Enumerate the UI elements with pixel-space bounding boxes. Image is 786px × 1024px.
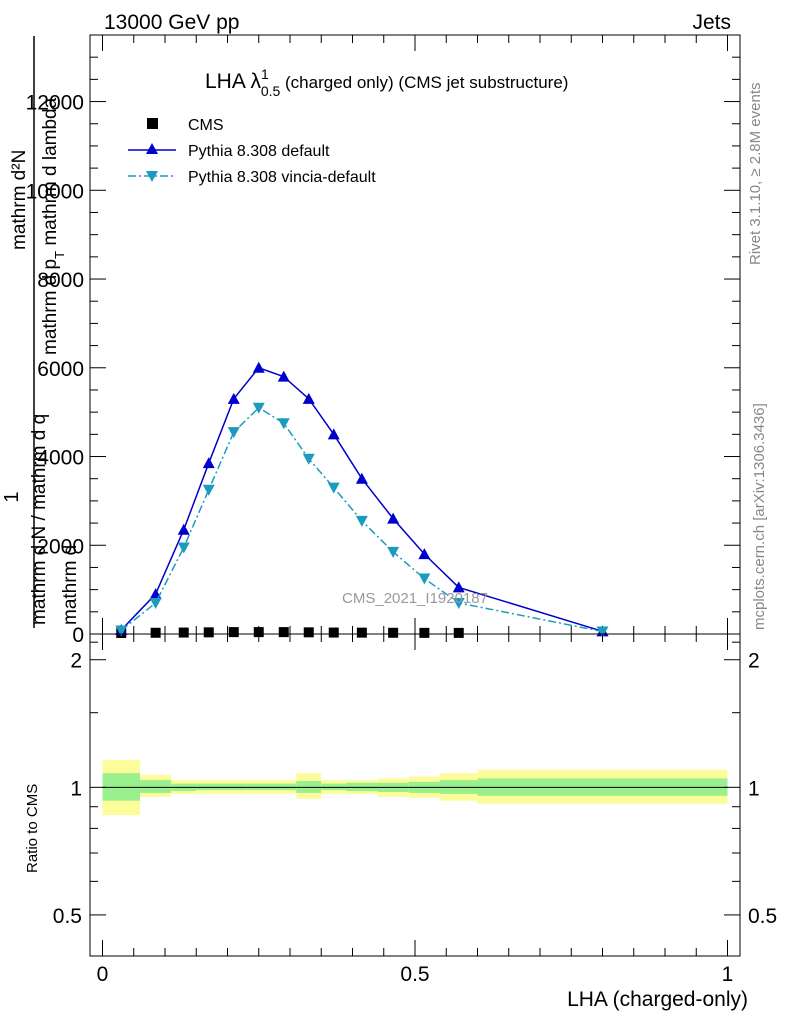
legend: CMS Pythia 8.308 default Pythia 8.308 vi… bbox=[128, 117, 376, 186]
plot-title-rest: (charged only) (CMS jet substructure) bbox=[280, 73, 568, 92]
plot-title-main: LHA λ bbox=[205, 70, 262, 93]
legend-marker-vincia bbox=[146, 171, 158, 182]
ratio-ytick-label: 0.5 bbox=[53, 905, 82, 928]
cms-point bbox=[453, 627, 464, 638]
ratio-ytick-label: 1 bbox=[70, 777, 82, 800]
cms-point bbox=[150, 627, 161, 638]
vincia-point bbox=[596, 626, 609, 638]
ratio-xtick-label: 0.5 bbox=[400, 963, 429, 986]
ratio-ytick-label-right: 2 bbox=[748, 650, 760, 673]
plot-title-sub: 0.5 bbox=[261, 83, 281, 99]
cms-point bbox=[253, 627, 264, 638]
cms-point bbox=[203, 627, 214, 638]
ylabel-big-bottom: mathrm d pT mathrm d lambda bbox=[40, 97, 67, 355]
ratio-band-inner bbox=[140, 780, 172, 793]
vincia-point bbox=[177, 542, 190, 554]
header-right: Jets bbox=[692, 11, 731, 34]
vincia-point bbox=[327, 482, 340, 494]
default-point bbox=[327, 428, 340, 440]
header-left: 13000 GeV pp bbox=[104, 11, 239, 34]
watermark: CMS_2021_I1920187 bbox=[342, 590, 488, 607]
plot-title-sup: 1 bbox=[261, 66, 269, 82]
default-point bbox=[227, 392, 240, 404]
ratio-plot: 0.5 0.5 1 1 2 2 0 0.5 1 Ratio to CMS LHA (charge… bbox=[24, 633, 777, 1011]
ratio-bands bbox=[102, 760, 728, 816]
default-point bbox=[355, 472, 368, 484]
ylabel-big-bottom-sub: T bbox=[52, 251, 67, 259]
main-ytick-label: 10000 bbox=[26, 180, 84, 203]
ratio-ticks: 0.5 0.5 1 1 2 2 0 0.5 1 bbox=[53, 634, 777, 986]
default-point bbox=[418, 548, 431, 560]
main-series bbox=[115, 361, 609, 638]
ylabel-frac-top: mathrm d N / mathrm d q bbox=[29, 414, 50, 625]
ratio-xtick-label: 1 bbox=[722, 963, 734, 986]
vincia-point bbox=[302, 453, 315, 465]
ratio-xlabel: LHA (charged-only) bbox=[567, 988, 748, 1011]
main-ticks: 0 2000 4000 6000 8000 10000 12000 bbox=[26, 34, 740, 647]
cms-point bbox=[228, 627, 239, 638]
main-ytick-label: 4000 bbox=[37, 447, 84, 470]
main-plot: 0 2000 4000 6000 8000 10000 12000 CMS_2021_I19… bbox=[1, 34, 741, 647]
vincia-point bbox=[202, 484, 215, 496]
default-point bbox=[252, 361, 265, 373]
ratio-ylabel: Ratio to CMS bbox=[24, 784, 41, 873]
main-ytick-label: 12000 bbox=[26, 92, 84, 115]
legend-label-default: Pythia 8.308 default bbox=[188, 143, 330, 160]
cms-point bbox=[303, 627, 314, 638]
legend-marker-default bbox=[146, 143, 158, 154]
ratio-ytick-label-right: 1 bbox=[748, 777, 760, 800]
default-point bbox=[202, 457, 215, 469]
legend-marker-cms bbox=[147, 118, 158, 129]
ylabel-frac-lower: mathrm d bbox=[60, 545, 81, 625]
vincia-point bbox=[387, 546, 400, 558]
ylabel-big-bottom-main: mathrm d p bbox=[40, 259, 61, 355]
default-point bbox=[277, 370, 290, 382]
cms-point bbox=[356, 627, 367, 638]
ratio-ytick-label-right: 0.5 bbox=[748, 905, 777, 928]
legend-label-vincia: Pythia 8.308 vincia-default bbox=[188, 169, 376, 186]
vincia-point bbox=[355, 515, 368, 527]
cms-point bbox=[388, 627, 399, 638]
main-ytick-label: 2000 bbox=[37, 535, 84, 558]
vincia-point bbox=[115, 625, 128, 637]
series-line-1 bbox=[120, 366, 603, 633]
legend-label-cms: CMS bbox=[188, 117, 224, 134]
plot-title: LHA λ1 0.5 (charged only) (CMS jet substr… bbox=[205, 66, 568, 99]
vincia-point bbox=[149, 597, 162, 609]
default-point bbox=[177, 523, 190, 535]
vincia-point bbox=[227, 427, 240, 439]
rivet-label: Rivet 3.1.10, ≥ 2.8M events bbox=[747, 83, 764, 266]
vincia-point bbox=[277, 418, 290, 430]
ylabel-big-bottom-rest: mathrm d lambda bbox=[40, 97, 61, 251]
cms-point bbox=[178, 627, 189, 638]
ratio-ytick-label: 2 bbox=[70, 650, 82, 673]
main-ylabel: 1 mathrm d N / mathrm d q mathrm d mathr… bbox=[1, 36, 81, 628]
ylabel-prefix: 1 bbox=[1, 491, 23, 502]
default-point bbox=[387, 512, 400, 524]
cms-point bbox=[419, 627, 430, 638]
ylabel-big-top: mathrm d²N bbox=[9, 150, 30, 250]
vincia-point bbox=[418, 573, 431, 585]
main-ytick-label: 0 bbox=[72, 624, 84, 647]
cms-point bbox=[328, 627, 339, 638]
default-point bbox=[302, 392, 315, 404]
cms-point bbox=[278, 627, 289, 638]
ratio-xtick-label: 0 bbox=[97, 963, 109, 986]
default-point bbox=[452, 581, 465, 593]
mcplots-label: mcplots.cern.ch [arXiv:1306.3436] bbox=[751, 403, 768, 630]
main-ytick-label: 8000 bbox=[37, 269, 84, 292]
main-ytick-label: 6000 bbox=[37, 358, 84, 381]
vincia-point bbox=[452, 597, 465, 609]
vincia-point bbox=[252, 402, 265, 414]
